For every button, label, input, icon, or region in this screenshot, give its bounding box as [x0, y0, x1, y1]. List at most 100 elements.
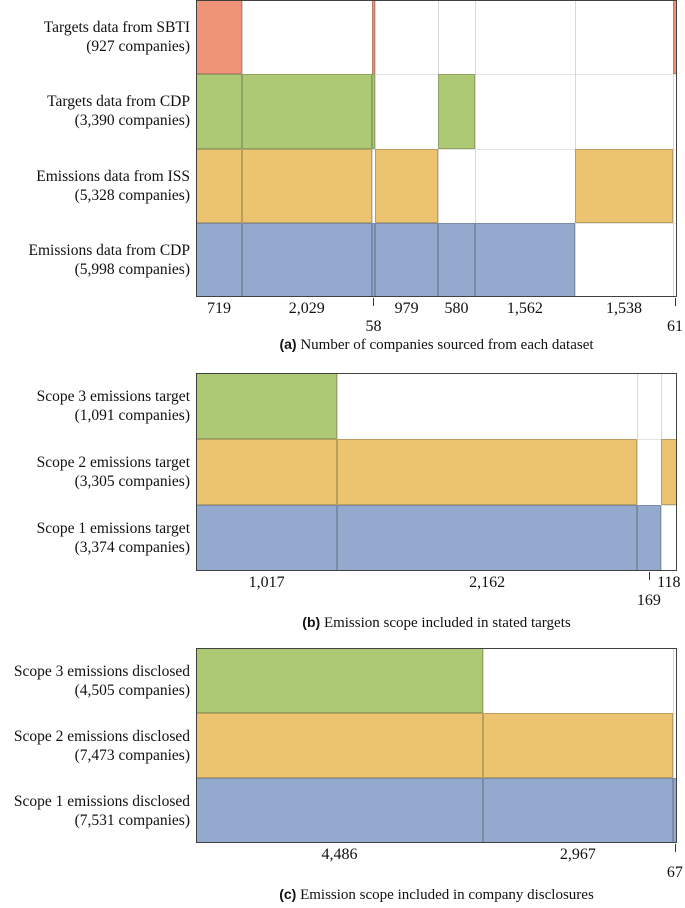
x-axis-label: 169	[636, 592, 661, 609]
bar-segment	[337, 439, 638, 505]
row-label: Targets data from SBTI (927 companies)	[0, 0, 190, 74]
bar-segment	[672, 778, 677, 843]
x-axis-label: 1,562	[506, 300, 543, 317]
caption-a-text: Number of companies sourced from each da…	[300, 337, 594, 353]
row-label-count: (7,473 companies)	[74, 746, 190, 764]
bar-segment	[241, 74, 372, 149]
row-label: Scope 1 emissions disclosed (7,531 compan…	[0, 778, 190, 843]
row-label-title: Scope 3 emissions disclosed	[13, 662, 190, 680]
row-label: Scope 3 emissions target (1,091 companies…	[0, 373, 190, 439]
row-label: Emissions data from ISS (5,328 companies)	[0, 149, 190, 223]
column-divider-line	[474, 0, 476, 297]
row-label-title: Scope 2 emissions disclosed	[13, 727, 190, 745]
bar-segment	[196, 648, 483, 713]
x-axis-label: 2,162	[469, 574, 506, 591]
row-label: Targets data from CDP (3,390 companies)	[0, 74, 190, 148]
x-axis-label: 2,029	[288, 300, 325, 317]
caption-a: (a) Number of companies sourced from eac…	[196, 336, 677, 354]
bar-segment	[196, 373, 338, 439]
bar-segment	[196, 222, 242, 297]
x-axis-label: 580	[444, 300, 469, 317]
row-label-title: Scope 3 emissions target	[36, 388, 190, 405]
bar-segment	[196, 0, 242, 75]
bar-segment	[574, 148, 674, 223]
row-label-count: (3,305 companies)	[74, 473, 190, 490]
bar-segment	[474, 222, 575, 297]
column-divider-line	[437, 0, 439, 297]
bar-segment	[196, 148, 242, 223]
bar-segment	[482, 778, 673, 843]
caption-c-text: Emission scope included in company discl…	[300, 887, 594, 903]
bar-segment	[241, 222, 372, 297]
row-label: Scope 1 emissions target (3,374 companies…	[0, 505, 190, 571]
row-label-title: Targets data from CDP	[47, 93, 190, 111]
row-label-title: Emissions data from ISS	[36, 167, 190, 185]
row-label-count: (5,998 companies)	[74, 260, 190, 278]
x-axis-label: 58	[365, 318, 382, 335]
bar-segment	[196, 74, 242, 149]
bar-segment	[375, 222, 438, 297]
bar-segment	[196, 713, 483, 778]
bar-segment	[371, 0, 376, 75]
row-label-count: (3,390 companies)	[74, 112, 190, 130]
column-divider-line	[673, 0, 675, 297]
row-label: Scope 2 emissions target (3,305 companies…	[0, 439, 190, 505]
row-label: Emissions data from CDP (5,998 companies)	[0, 223, 190, 297]
row-divider-line	[196, 74, 677, 76]
row-label-title: Scope 2 emissions target	[36, 454, 190, 471]
row-label-count: (5,328 companies)	[74, 186, 190, 204]
x-axis-label: 719	[206, 300, 231, 317]
caption-b-tag: (b)	[302, 614, 321, 630]
caption-c: (c) Emission scope included in company d…	[196, 886, 677, 904]
axis-tick	[648, 572, 650, 580]
row-label-title: Scope 1 emissions target	[36, 520, 190, 537]
bar-segment	[437, 222, 475, 297]
bar-segment	[241, 148, 372, 223]
bar-segment	[371, 222, 376, 297]
x-axis-label: 61	[667, 318, 684, 335]
bar-segment	[660, 439, 677, 505]
row-label-title: Scope 1 emissions disclosed	[13, 792, 190, 810]
caption-b-text: Emission scope included in stated target…	[323, 615, 571, 631]
bar-segment	[375, 148, 438, 223]
caption-b: (b) Emission scope included in stated ta…	[196, 614, 677, 632]
bar-segment	[196, 505, 338, 571]
axis-tick	[674, 844, 676, 852]
axis-tick	[373, 298, 375, 306]
x-axis-label: 118	[657, 574, 681, 591]
x-axis-label: 2,967	[559, 846, 596, 863]
x-axis-label: 979	[394, 300, 419, 317]
bar-segment	[337, 505, 638, 571]
bar-segment	[196, 439, 338, 505]
column-divider-line	[672, 648, 674, 843]
row-label-title: Emissions data from CDP	[28, 241, 190, 259]
x-axis-label: 1,017	[248, 574, 285, 591]
bar-segment	[437, 74, 475, 149]
bar-segment	[371, 74, 376, 149]
x-axis-label: 67	[666, 864, 683, 881]
row-label-count: (7,531 companies)	[74, 811, 190, 829]
row-label: Scope 2 emissions disclosed (7,473 compan…	[0, 713, 190, 778]
x-axis-label: 4,486	[321, 846, 358, 863]
caption-c-tag: (c)	[279, 886, 297, 902]
caption-a-tag: (a)	[279, 336, 297, 352]
row-label-count: (1,091 companies)	[74, 407, 190, 424]
bar-segment	[196, 778, 483, 843]
bar-segment	[482, 713, 673, 778]
row-label-title: Targets data from SBTI	[43, 19, 190, 37]
column-divider-line	[371, 0, 373, 297]
row-label: Scope 3 emissions disclosed (4,505 compan…	[0, 648, 190, 713]
bar-segment	[637, 505, 661, 571]
row-label-count: (4,505 companies)	[74, 681, 190, 699]
x-axis-label: 1,538	[605, 300, 642, 317]
bar-segment	[673, 0, 677, 75]
column-divider-line	[637, 373, 639, 571]
row-label-count: (3,374 companies)	[74, 539, 190, 556]
